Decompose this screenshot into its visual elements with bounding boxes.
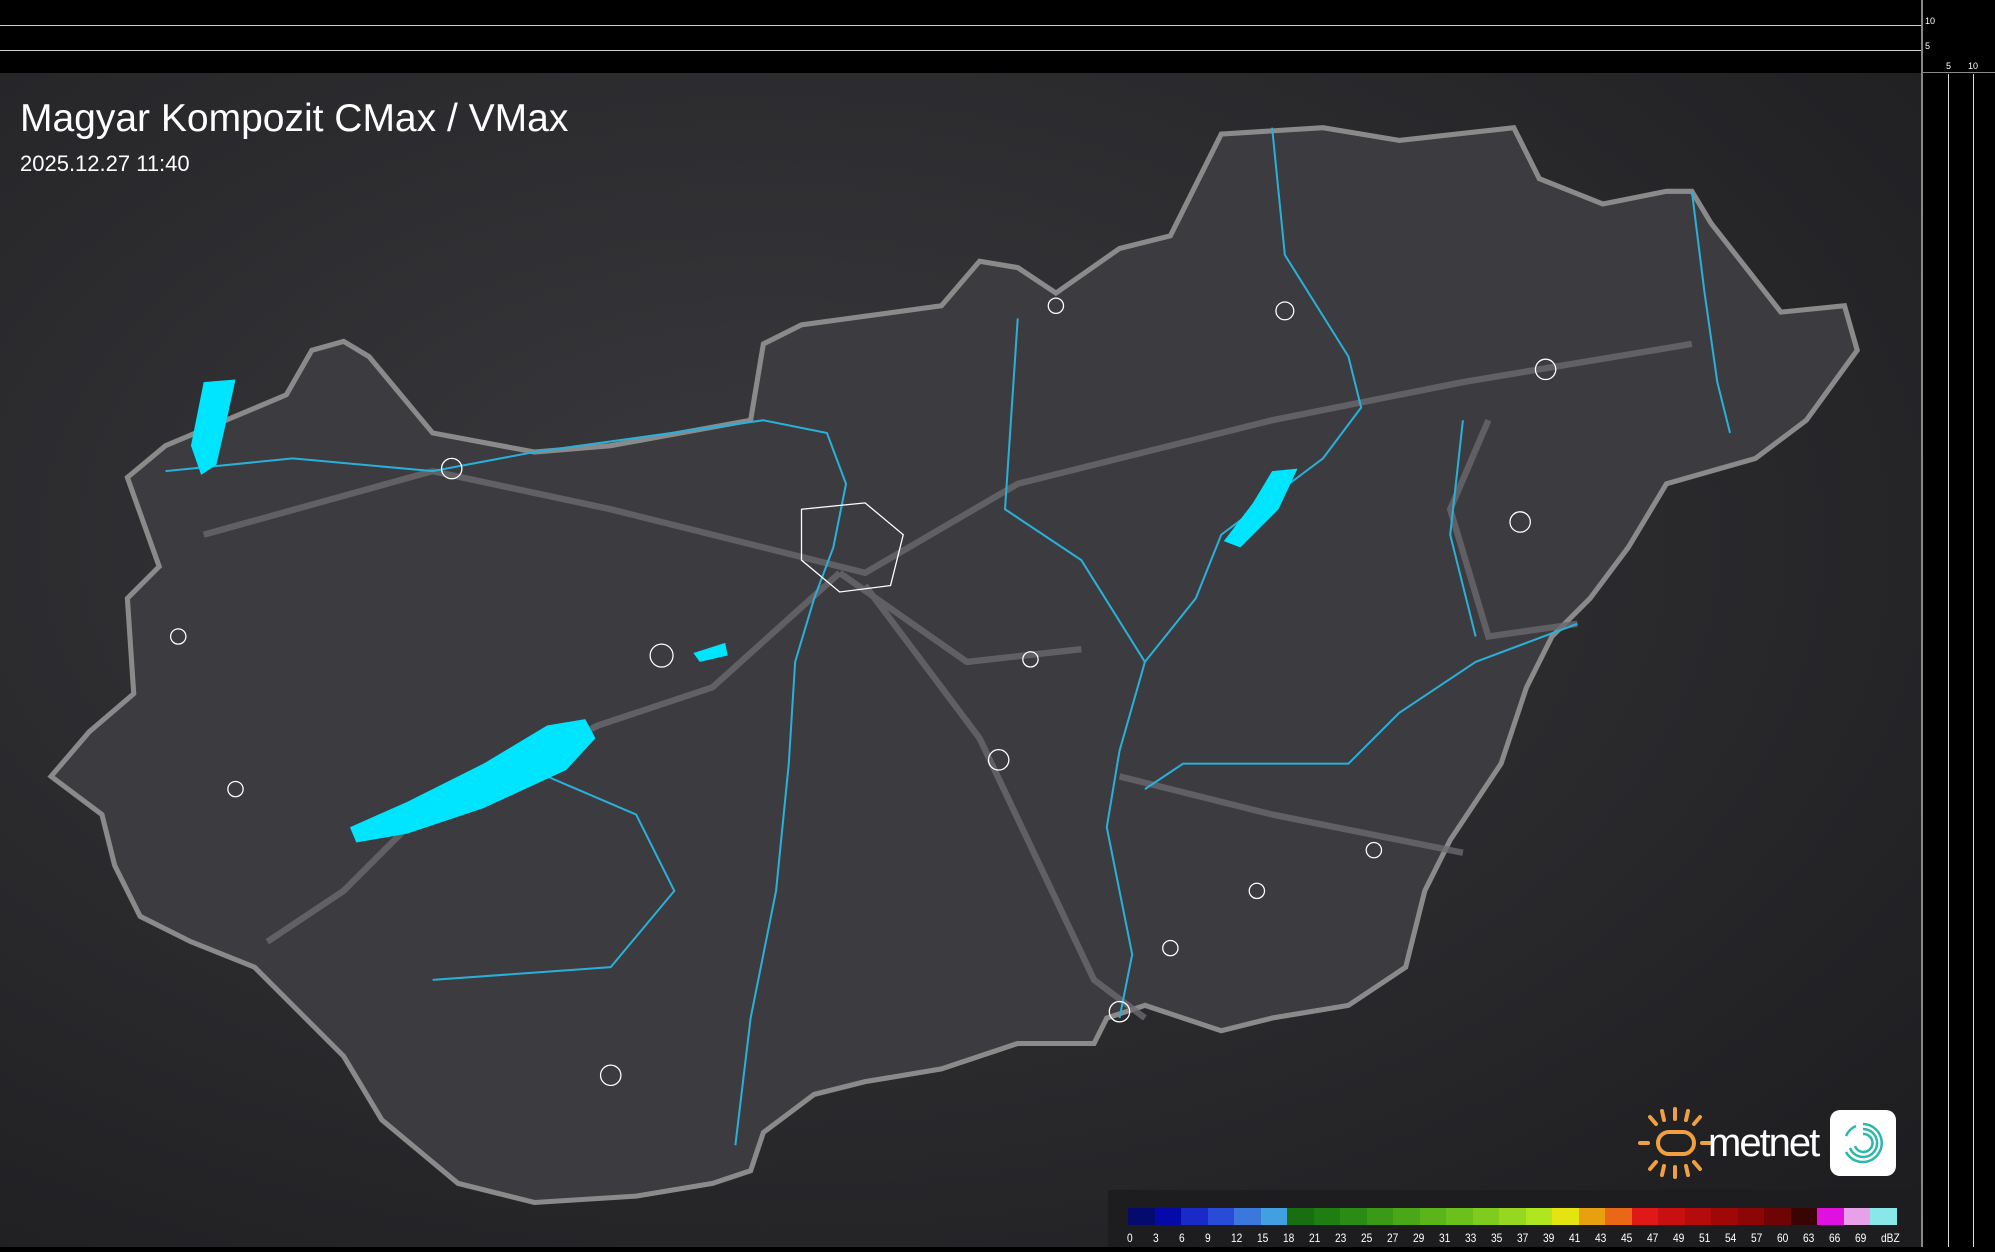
legend-swatch <box>1419 1208 1446 1225</box>
legend-label: 37 <box>1517 1231 1529 1245</box>
top-scale-strip <box>0 0 1921 73</box>
lake-velence <box>693 642 728 662</box>
legend-color-bar <box>1128 1208 1897 1225</box>
lake-ferto <box>190 379 236 475</box>
legend-label: 43 <box>1595 1231 1607 1245</box>
scale-label-h5: 5 <box>1946 61 1952 71</box>
legend-label: 45 <box>1621 1231 1633 1245</box>
legend-swatch <box>1234 1208 1261 1225</box>
legend-label: 27 <box>1387 1231 1399 1245</box>
metnet-swirl-icon <box>1830 1110 1897 1176</box>
legend-label: 23 <box>1335 1231 1347 1245</box>
legend-unit: dBZ <box>1881 1231 1900 1245</box>
legend-swatch <box>1499 1208 1526 1225</box>
legend-label: 57 <box>1751 1231 1763 1245</box>
legend-label: 39 <box>1543 1231 1555 1245</box>
scale-line-h10 <box>1973 74 1974 1247</box>
legend-swatch <box>1472 1208 1499 1225</box>
legend-label: 60 <box>1777 1231 1789 1245</box>
legend-label: 3 <box>1153 1231 1159 1245</box>
sun-icon <box>1638 1107 1712 1179</box>
legend-label: 41 <box>1569 1231 1581 1245</box>
legend-label: 12 <box>1231 1231 1243 1245</box>
lake-tisza <box>1223 468 1298 548</box>
legend-swatch <box>1287 1208 1314 1225</box>
legend-swatch <box>1128 1208 1155 1225</box>
legend-swatch <box>1366 1208 1393 1225</box>
legend-swatch <box>1578 1208 1605 1225</box>
country-shape <box>47 124 1861 1206</box>
legend-swatch <box>1711 1208 1738 1225</box>
legend-swatch <box>1393 1208 1420 1225</box>
map-datetime: 2025.12.27 11:40 <box>20 151 190 176</box>
legend-label: 15 <box>1257 1231 1269 1245</box>
radar-map[interactable] <box>0 73 1921 1247</box>
legend-swatch <box>1764 1208 1791 1225</box>
legend-label: 0 <box>1127 1231 1133 1245</box>
scale-line-h5 <box>1948 74 1949 1247</box>
legend-swatch <box>1181 1208 1208 1225</box>
legend-label: 25 <box>1361 1231 1373 1245</box>
scale-line-10 <box>0 25 1921 26</box>
scale-label-v5: 5 <box>1925 41 1931 51</box>
legend-label: 9 <box>1205 1231 1211 1245</box>
legend-swatch <box>1817 1208 1844 1225</box>
lake-balaton <box>349 719 596 843</box>
legend-label: 35 <box>1491 1231 1503 1245</box>
legend-swatch <box>1154 1208 1181 1225</box>
legend-label: 21 <box>1309 1231 1321 1245</box>
right-scale-strip: 10 5 5 10 <box>1921 0 1995 1247</box>
legend-swatch <box>1340 1208 1367 1225</box>
scale-label-v10: 10 <box>1925 16 1936 26</box>
scale-label-h10: 10 <box>1968 61 1979 71</box>
legend-swatch <box>1260 1208 1287 1225</box>
legend-label: 18 <box>1283 1231 1295 1245</box>
roads <box>202 340 1693 1021</box>
metnet-logo[interactable]: metnet <box>1636 1105 1897 1181</box>
legend-label: 63 <box>1803 1231 1815 1245</box>
legend-label: 66 <box>1829 1231 1841 1245</box>
legend-label: 29 <box>1413 1231 1425 1245</box>
legend-label: 51 <box>1699 1231 1711 1245</box>
rivers <box>165 127 1732 1146</box>
legend-label: 33 <box>1465 1231 1477 1245</box>
legend-swatch <box>1684 1208 1711 1225</box>
legend-labels: 0 3 6 9 12 15 18 21 23 25 27 29 31 33 35 37 39 41 43 45 47 49… <box>1127 1231 1908 1245</box>
legend-label: 6 <box>1179 1231 1185 1245</box>
legend-label: 31 <box>1439 1231 1451 1245</box>
map-title: Magyar Kompozit CMax / VMax <box>20 97 569 140</box>
legend-swatch <box>1525 1208 1552 1225</box>
legend-swatch <box>1207 1208 1234 1225</box>
legend-swatch <box>1631 1208 1658 1225</box>
legend-label: 54 <box>1725 1231 1737 1245</box>
dbz-legend: 0 3 6 9 12 15 18 21 23 25 27 29 31 33 35 37 39 41 43 45 47 49… <box>1108 1190 1920 1247</box>
hungary-map <box>47 124 1861 1206</box>
legend-label: 47 <box>1647 1231 1659 1245</box>
legend-swatch <box>1313 1208 1340 1225</box>
logo-text: metnet <box>1708 1120 1820 1165</box>
legend-swatch <box>1737 1208 1764 1225</box>
legend-swatch <box>1790 1208 1817 1225</box>
legend-swatch <box>1658 1208 1685 1225</box>
legend-swatch <box>1843 1208 1870 1225</box>
legend-swatch <box>1605 1208 1632 1225</box>
settlements <box>169 297 1557 1087</box>
lakes <box>190 379 1298 843</box>
legend-label: 49 <box>1673 1231 1685 1245</box>
legend-label: 69 <box>1855 1231 1867 1245</box>
scale-axis <box>1923 72 1995 73</box>
legend-swatch <box>1446 1208 1473 1225</box>
legend-swatch <box>1870 1208 1897 1225</box>
legend-swatch <box>1552 1208 1579 1225</box>
scale-line-5 <box>0 50 1921 51</box>
